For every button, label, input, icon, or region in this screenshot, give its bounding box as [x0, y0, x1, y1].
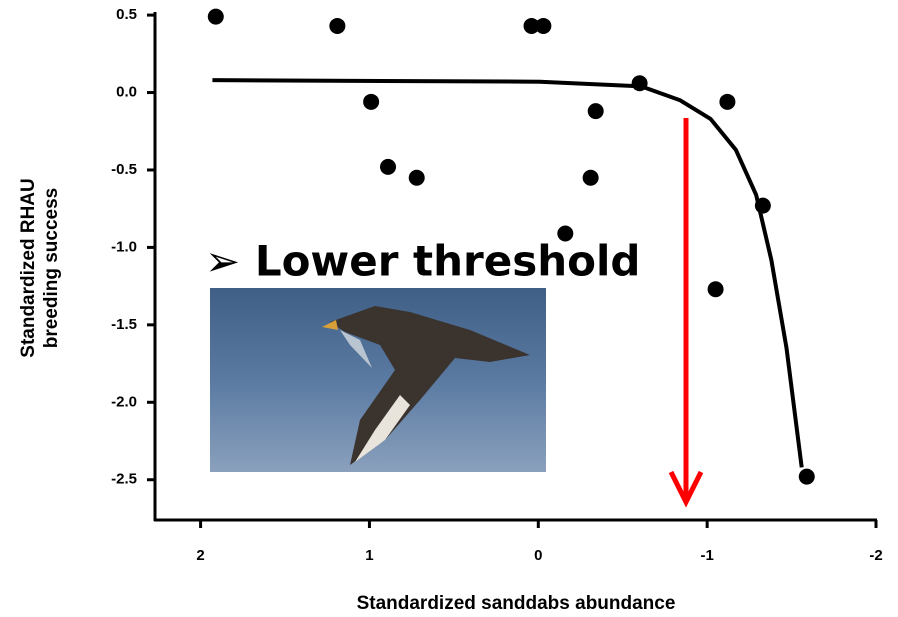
point [208, 9, 224, 25]
y-tick-label: -1.0 [111, 238, 137, 255]
y-tick-label: 0.0 [116, 84, 137, 101]
point [708, 281, 724, 297]
annotation: ➢ Lower threshold [205, 237, 640, 286]
point [583, 170, 599, 186]
point [535, 18, 551, 34]
point [329, 18, 345, 34]
x-tick-label: -2 [869, 547, 882, 564]
point [588, 103, 604, 119]
x-tick-label: 0 [534, 547, 542, 564]
point [363, 94, 379, 110]
threshold-arrow [671, 118, 701, 502]
x-tick-label: 2 [196, 547, 204, 564]
y-tick-label: -0.5 [111, 161, 137, 178]
point [755, 198, 771, 214]
y-tick-label: -1.5 [111, 316, 137, 333]
point [632, 75, 648, 91]
y-axis-label: breeding success [41, 188, 62, 349]
photo [210, 288, 546, 472]
x-tick-label: -1 [700, 547, 713, 564]
point [380, 159, 396, 175]
x-axis-label: Standardized sanddabs abundance [357, 593, 676, 614]
y-tick-label: 0.5 [116, 6, 137, 23]
y-tick-label: -2.0 [111, 393, 137, 410]
x-tick-label: 1 [365, 547, 373, 564]
y-tick-label: -2.5 [111, 471, 137, 488]
point [719, 94, 735, 110]
point [409, 170, 425, 186]
page: {"chart_data": {"type": "scatter", "x_la… [0, 0, 898, 617]
point [557, 225, 573, 241]
chart: ➢ Lower threshold Standardized sanddabs … [0, 0, 898, 617]
point [799, 469, 815, 485]
y-axis-label: Standardized RHAU [18, 178, 39, 357]
